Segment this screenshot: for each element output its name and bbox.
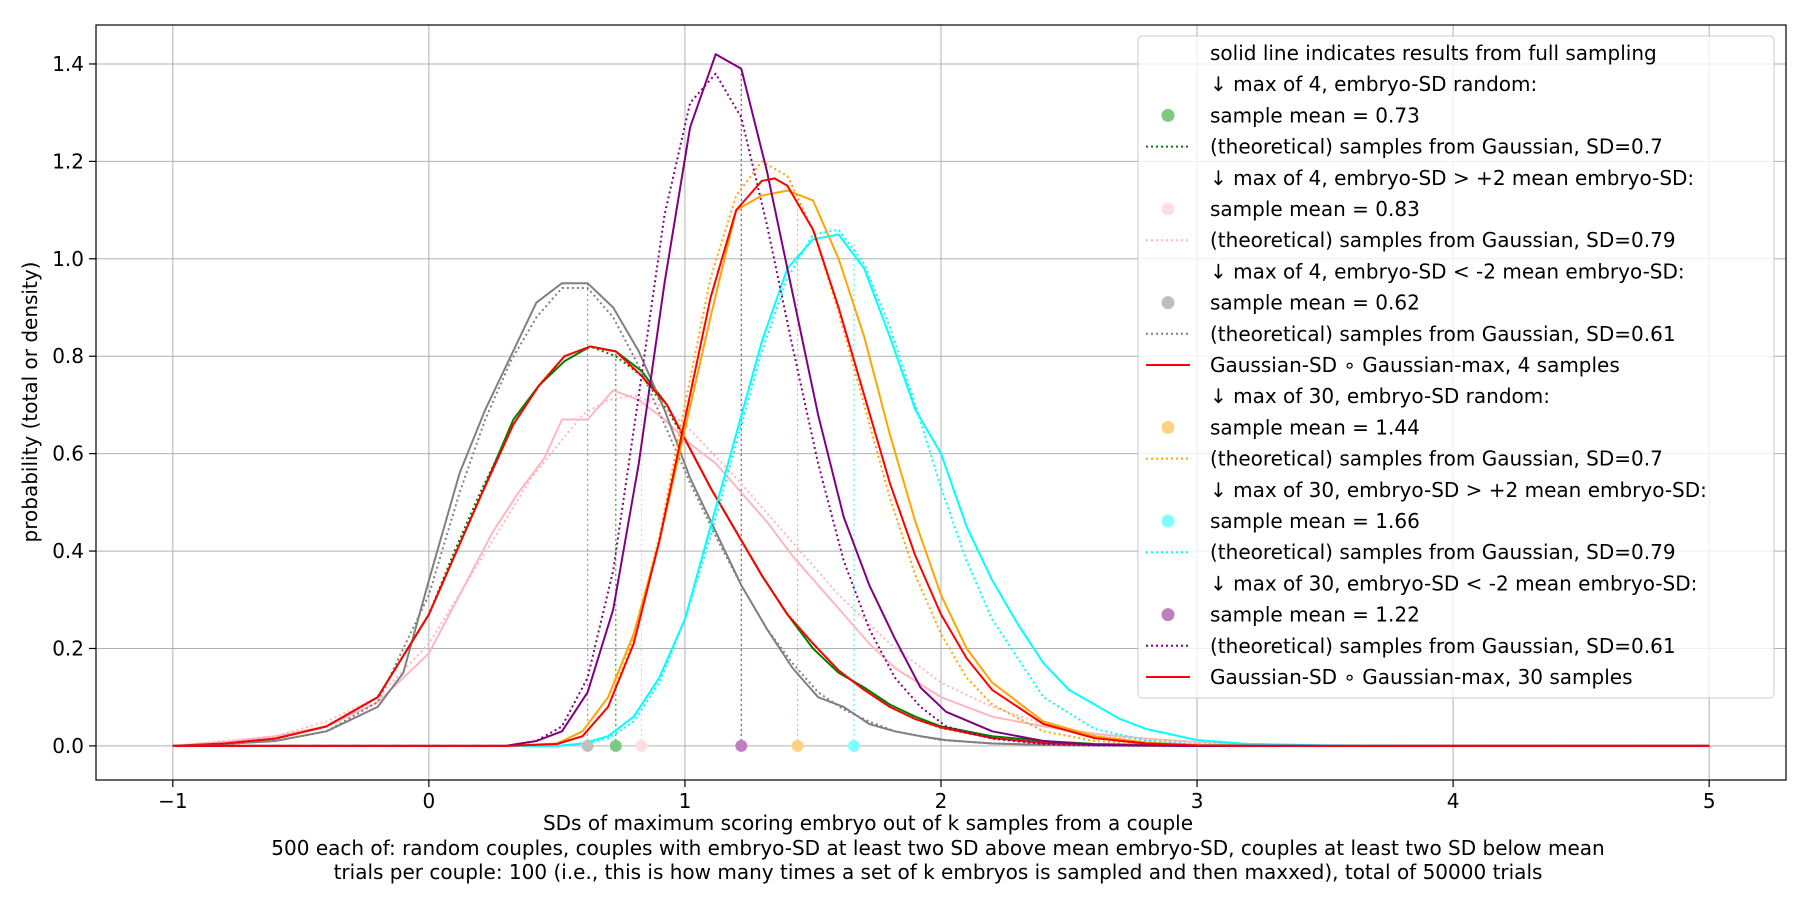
x-axis-label: SDs of maximum scoring embryo out of k s… [543,811,1193,835]
y-axis-ticks: 0.0 0.2 0.4 0.6 0.8 1.0 1.2 1.4 [52,52,96,758]
legend-box [1137,35,1775,699]
caption-line-2: trials per couple: 100 (i.e., this is ho… [334,860,1543,884]
series-line [172,394,1710,747]
series-line [172,389,1710,747]
y-tick-label: 0.6 [52,442,84,466]
legend-label: (theoretical) samples from Gaussian, SD=… [1210,634,1676,658]
y-tick-label: 0.2 [52,636,84,660]
legend-dot [1161,108,1175,122]
legend-dot [1161,296,1175,310]
legend-label: (theoretical) samples from Gaussian, SD=… [1210,540,1676,564]
mean-marker-dot [791,739,804,752]
caption-line-1: 500 each of: random couples, couples wit… [271,836,1604,860]
mean-markers [581,739,860,752]
legend-label: ↓ max of 30, embryo-SD < -2 mean embryo-… [1210,571,1697,595]
legend-label: sample mean = 1.44 [1210,415,1420,439]
legend-label: sample mean = 0.62 [1210,291,1420,315]
x-tick-label: 2 [935,789,948,813]
series-line [172,228,1710,747]
legend-label: ↓ max of 4, embryo-SD < -2 mean embryo-S… [1210,259,1685,283]
y-tick-label: 1.4 [52,52,84,76]
series-line [172,282,1710,747]
legend-dot [1161,202,1175,216]
series-line [172,53,1710,747]
x-tick-label: −1 [158,789,187,813]
y-tick-label: 1.2 [52,149,84,173]
mean-marker-dot [609,739,622,752]
mean-marker-dot [847,739,860,752]
y-tick-label: 0.8 [52,344,84,368]
y-tick-label: 1.0 [52,247,84,271]
legend-label: Gaussian-SD ∘ Gaussian-max, 4 samples [1210,353,1620,377]
series-lines [172,53,1710,747]
x-tick-label: 3 [1191,789,1204,813]
y-tick-label: 0.4 [52,539,84,563]
legend-label: sample mean = 0.83 [1210,197,1420,221]
x-tick-label: 0 [423,789,436,813]
x-tick-label: 1 [679,789,692,813]
legend-label: Gaussian-SD ∘ Gaussian-max, 30 samples [1210,665,1633,689]
x-axis-ticks: −1 0 1 2 3 4 5 [158,780,1716,813]
legend-label: ↓ max of 4, embryo-SD > +2 mean embryo-S… [1210,166,1694,190]
legend-label: (theoretical) samples from Gaussian, SD=… [1210,228,1676,252]
y-tick-label: 0.0 [52,734,84,758]
legend-label: ↓ max of 30, embryo-SD > +2 mean embryo-… [1210,478,1707,502]
legend-label: solid line indicates results from full s… [1210,41,1657,65]
series-line [172,72,1710,747]
legend-label: (theoretical) samples from Gaussian, SD=… [1210,447,1663,471]
series-line [172,233,1710,747]
legend-label: sample mean = 0.73 [1210,103,1420,127]
legend-label: ↓ max of 30, embryo-SD random: [1210,384,1550,408]
series-line [172,177,1710,747]
legend-dot [1161,420,1175,434]
mean-marker-dot [635,739,648,752]
x-tick-label: 4 [1447,789,1460,813]
legend-label: sample mean = 1.22 [1210,603,1420,627]
legend-dot [1161,608,1175,622]
legend-label: (theoretical) samples from Gaussian, SD=… [1210,322,1676,346]
legend-label: ↓ max of 4, embryo-SD random: [1210,72,1537,96]
legend-dot [1161,514,1175,528]
mean-marker-dot [581,739,594,752]
legend: solid line indicates results from full s… [1137,35,1775,699]
legend-label: (theoretical) samples from Gaussian, SD=… [1210,135,1663,159]
mean-marker-dot [735,739,748,752]
y-axis-label: probability (total or density) [18,262,42,543]
legend-label: sample mean = 1.66 [1210,509,1420,533]
x-tick-label: 5 [1703,789,1716,813]
